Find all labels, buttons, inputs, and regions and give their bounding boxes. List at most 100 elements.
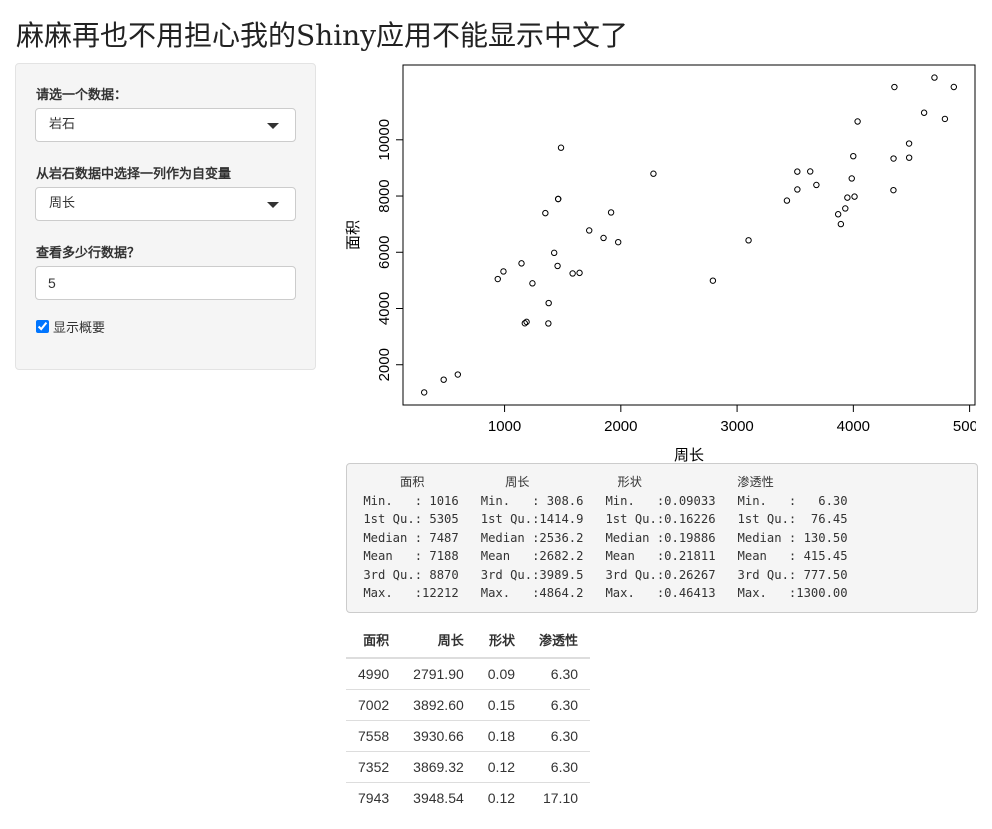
table-cell: 0.18 bbox=[475, 720, 528, 752]
x-tick-label: 4000 bbox=[837, 418, 870, 435]
point bbox=[920, 109, 928, 116]
point bbox=[848, 175, 855, 182]
table-cell: 3892.60 bbox=[401, 689, 476, 721]
point bbox=[931, 74, 938, 81]
table-cell: 6.30 bbox=[527, 751, 591, 783]
point bbox=[569, 270, 576, 277]
point bbox=[557, 144, 565, 151]
point bbox=[576, 269, 583, 277]
x-tick-label: 1000 bbox=[488, 418, 521, 435]
y-tick-label: 2000 bbox=[376, 348, 393, 381]
point bbox=[890, 186, 897, 194]
point bbox=[844, 194, 851, 201]
table-cell: 17.10 bbox=[527, 782, 591, 813]
table-cell: 0.12 bbox=[475, 751, 528, 783]
plot-frame bbox=[402, 64, 976, 406]
point bbox=[542, 209, 549, 217]
summary-output: 面积 周长 形状 渗透性 Min. : 1016 Min. : 308.6 Mi… bbox=[346, 463, 978, 613]
table-cell: 0.09 bbox=[475, 657, 528, 690]
summary-line: Mean : 7188 Mean :2682.2 Mean :0.21811 M… bbox=[356, 549, 863, 563]
table-cell: 3869.32 bbox=[401, 751, 476, 783]
rows-label: 查看多少行数据？ bbox=[36, 246, 141, 261]
point bbox=[420, 389, 428, 396]
table-row: 4990 2791.90 0.09 6.30 bbox=[346, 657, 591, 690]
summary-line: Median : 7487 Median :2536.2 Median :0.1… bbox=[356, 530, 863, 545]
point bbox=[950, 83, 958, 91]
point bbox=[807, 168, 814, 175]
point bbox=[454, 371, 462, 378]
point bbox=[941, 115, 949, 123]
point bbox=[440, 376, 447, 383]
table-cell: 3948.54 bbox=[401, 782, 476, 813]
column-header: 形状 bbox=[475, 622, 528, 659]
column-select[interactable]: 周长 bbox=[35, 187, 296, 221]
table-cell: 2791.90 bbox=[401, 657, 476, 690]
dataset-select[interactable]: 岩石 bbox=[35, 108, 296, 142]
y-tick-label: 10000 bbox=[376, 119, 393, 161]
y-tick-label: 8000 bbox=[376, 179, 393, 212]
point bbox=[794, 186, 801, 193]
x-tick-label: 2000 bbox=[604, 418, 637, 435]
point bbox=[842, 205, 849, 212]
point bbox=[854, 118, 861, 125]
point bbox=[494, 275, 501, 283]
point bbox=[554, 262, 561, 270]
point bbox=[905, 154, 913, 161]
y-tick-label: 4000 bbox=[376, 292, 393, 325]
point bbox=[607, 209, 615, 216]
table-row: 7558 3930.66 0.18 6.30 bbox=[346, 720, 591, 752]
table-cell: 6.30 bbox=[527, 689, 591, 721]
table-cell: 6.30 bbox=[527, 720, 591, 752]
point bbox=[834, 211, 842, 218]
point bbox=[709, 277, 717, 284]
checkbox-label: 显示概要 bbox=[53, 321, 106, 336]
point bbox=[554, 195, 562, 203]
x-axis-label: 周长 bbox=[674, 447, 704, 464]
table-cell: 6.30 bbox=[527, 657, 591, 690]
summary-checkbox-row[interactable]: 显示概要 bbox=[36, 317, 105, 336]
column-header: 周长 bbox=[401, 622, 476, 659]
point bbox=[600, 234, 607, 242]
app-title: 麻麻再也不用担心我的Shiny应用不能显示中文了 bbox=[16, 19, 629, 52]
sidebar: 请选一个数据： 岩石 从岩石数据中选择一列作为自变量 周长 查看多少行数据？ 5… bbox=[15, 63, 316, 370]
point bbox=[614, 238, 622, 246]
summary-checkbox[interactable] bbox=[36, 320, 49, 333]
point bbox=[550, 249, 558, 257]
table-row: 7943 3948.54 0.12 17.10 bbox=[346, 782, 591, 813]
table-cell: 7558 bbox=[346, 720, 402, 752]
point bbox=[890, 155, 897, 162]
point bbox=[545, 299, 552, 307]
table-cell: 4990 bbox=[346, 657, 402, 690]
x-tick-label: 5000 bbox=[953, 418, 976, 435]
table-cell: 0.15 bbox=[475, 689, 528, 721]
table-cell: 7943 bbox=[346, 782, 402, 813]
point bbox=[794, 168, 801, 175]
y-tick-label: 6000 bbox=[376, 236, 393, 269]
point bbox=[529, 280, 536, 287]
table-cell: 7002 bbox=[346, 689, 402, 721]
point bbox=[891, 83, 898, 91]
column-header: 渗透性 bbox=[527, 622, 591, 659]
summary-line: Min. : 1016 Min. : 308.6 Min. :0.09033 M… bbox=[356, 493, 863, 508]
data-table: 面积 周长 形状 渗透性 4990 2791.90 0.09 6.30 7002 3892.60 0… bbox=[346, 622, 591, 813]
column-label: 从岩石数据中选择一列作为自变量 bbox=[36, 167, 232, 182]
summary-line: 3rd Qu.: 8870 3rd Qu.:3989.5 3rd Qu.:0.2… bbox=[356, 567, 863, 582]
point bbox=[850, 152, 857, 160]
point bbox=[500, 268, 507, 275]
x-tick-label: 3000 bbox=[720, 418, 753, 435]
rows-input[interactable]: 5 bbox=[35, 266, 296, 300]
point bbox=[905, 140, 913, 147]
point bbox=[586, 227, 593, 234]
point bbox=[650, 170, 657, 177]
point bbox=[851, 193, 858, 200]
y-axis-label: 面积 bbox=[345, 220, 362, 250]
summary-line: 1st Qu.: 5305 1st Qu.:1414.9 1st Qu.:0.1… bbox=[356, 512, 863, 526]
table-row: 7002 3892.60 0.15 6.30 bbox=[346, 689, 591, 721]
point bbox=[837, 220, 845, 228]
dataset-label: 请选一个数据： bbox=[36, 88, 128, 103]
scatter-plot: 1000 2000 3000 4000 5000 2000 4000 6000 8000 1000… bbox=[345, 64, 976, 464]
table-cell: 7352 bbox=[346, 751, 402, 783]
point bbox=[521, 320, 529, 327]
point bbox=[745, 237, 752, 244]
